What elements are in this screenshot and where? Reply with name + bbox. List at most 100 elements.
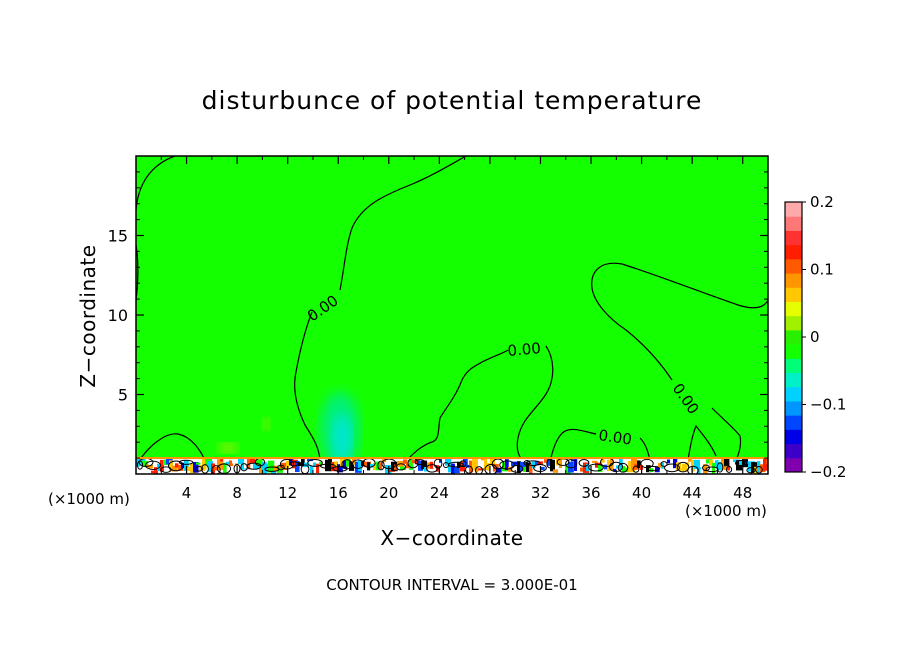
surface-cell [766, 459, 768, 465]
surface-cell [697, 461, 701, 474]
contour-line [687, 424, 717, 461]
colorbar-swatch [785, 372, 802, 388]
surface-contour [664, 463, 680, 473]
surface-cell [517, 461, 521, 474]
surface-cell [739, 460, 744, 465]
surface-contour [395, 463, 407, 471]
surface-cell [400, 466, 406, 470]
x-tick-label: 16 [329, 484, 348, 502]
surface-cell [250, 458, 256, 464]
colorbar-swatch [785, 344, 802, 359]
surface-cell [673, 458, 678, 469]
surface-cell [271, 470, 277, 474]
surface-contour [307, 458, 323, 467]
surface-cell [370, 464, 375, 468]
surface-contour [351, 459, 365, 469]
surface-cell [439, 458, 444, 463]
surface-cell [316, 463, 320, 473]
surface-contour [632, 465, 640, 473]
warm-patch [218, 443, 238, 453]
chart-title: disturbunce of potential temperature [201, 86, 703, 115]
x-tick-label: 28 [480, 484, 499, 502]
surface-contour [484, 464, 498, 474]
surface-cell [508, 466, 513, 472]
surface-cell [169, 460, 173, 472]
colorbar-swatch [785, 429, 802, 445]
surface-cell [499, 459, 504, 462]
colorbar-swatch [785, 258, 802, 274]
surface-contour [377, 460, 385, 471]
surface-cell [535, 460, 539, 466]
surface-cell [556, 458, 560, 466]
surface-cell [580, 467, 584, 472]
surface-cell [715, 460, 719, 468]
surface-cell [421, 460, 427, 470]
surface-cell [451, 463, 455, 474]
surface-cell [178, 464, 184, 471]
surface-cell [358, 460, 362, 472]
contour-line [591, 262, 768, 461]
surface-contour [588, 463, 604, 472]
surface-cell [730, 466, 737, 474]
surface-cell [622, 465, 629, 473]
contour-label: 0.00 [507, 339, 542, 360]
surface-cell [310, 465, 314, 474]
colorbar-swatch [785, 287, 802, 302]
surface-cell [409, 458, 414, 470]
surface-cell [712, 462, 716, 474]
surface-contour [201, 464, 209, 474]
surface-contour [499, 460, 515, 470]
surface-cell [547, 458, 553, 466]
y-tick-label: 15 [108, 227, 128, 246]
surface-cell [763, 459, 768, 471]
surface-cell [541, 466, 545, 470]
surface-contour [646, 466, 660, 472]
colorbar-swatch [785, 244, 802, 260]
x-tick-label: 24 [430, 484, 449, 502]
surface-cell [394, 464, 398, 470]
surface-cell [292, 459, 298, 469]
surface-cell [484, 458, 488, 471]
surface-contour [145, 460, 161, 470]
surface-cell [202, 458, 207, 470]
surface-cell [262, 461, 267, 474]
surface-cell [565, 463, 571, 474]
surface-cell [682, 463, 688, 472]
colorbar-swatch [785, 358, 802, 374]
surface-cell [337, 464, 343, 473]
colorbar-tick-label: 0 [810, 328, 820, 346]
surface-cell [487, 463, 491, 471]
x-tick-label: 4 [182, 484, 192, 502]
x-tick-label: 32 [531, 484, 550, 502]
surface-cell [187, 466, 191, 472]
surface-cell [433, 459, 439, 469]
surface-cell [328, 458, 332, 465]
surface-cell [637, 460, 641, 469]
contour-line [404, 345, 554, 463]
surface-cell [532, 461, 536, 469]
surface-contour [448, 461, 464, 468]
surface-layer [136, 457, 768, 474]
surface-cell [214, 466, 220, 471]
surface-cell [475, 466, 479, 473]
surface-contour [194, 465, 204, 472]
surface-cell [298, 462, 303, 466]
contour-lines [136, 156, 768, 463]
surface-contour [414, 459, 426, 466]
surface-cell [232, 460, 236, 464]
surface-cell [196, 462, 201, 465]
colorbar-swatch [785, 273, 802, 288]
colorbar-swatch [785, 457, 802, 473]
surface-cell [346, 459, 351, 467]
surface-cell [211, 463, 216, 474]
surface-cell [226, 461, 231, 465]
surface-cell [367, 462, 371, 471]
surface-cell [142, 460, 149, 467]
surface-cell [343, 460, 348, 469]
surface-contour [676, 461, 690, 473]
contour-interval-note: CONTOUR INTERVAL = 3.000E-01 [326, 576, 578, 594]
colorbar-swatch [785, 315, 802, 331]
colorbar-swatch [785, 230, 802, 246]
y-tick-label: 5 [118, 386, 128, 405]
